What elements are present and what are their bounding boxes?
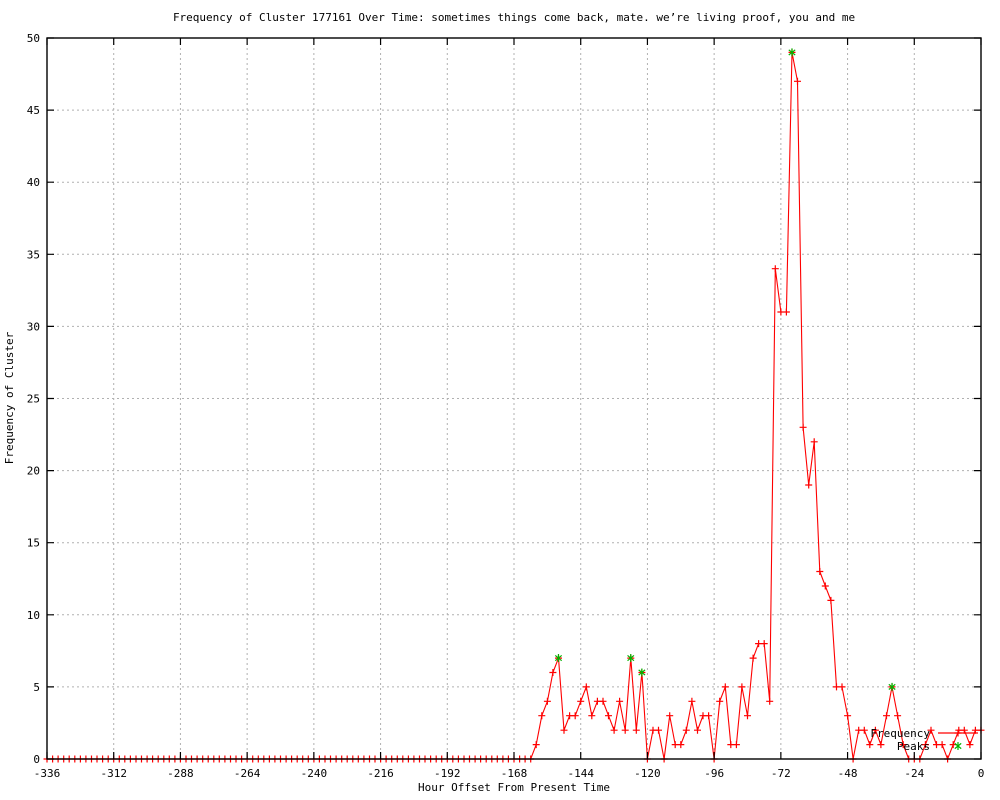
x-tick-label: -192 — [434, 767, 461, 780]
y-tick-label: 5 — [33, 681, 40, 694]
y-tick-label: 50 — [27, 32, 40, 45]
x-tick-label: -312 — [100, 767, 127, 780]
legend-label-frequency: Frequency — [870, 727, 930, 740]
legend-sample-peaks-marker — [954, 742, 962, 750]
chart-title: Frequency of Cluster 177161 Over Time: s… — [173, 11, 855, 24]
frequency-point-markers — [43, 48, 985, 763]
legend: Frequency Peaks — [870, 727, 930, 753]
x-tick-label: -48 — [838, 767, 858, 780]
legend-sample-frequency-marker — [954, 729, 962, 737]
grid-lines — [46, 37, 982, 760]
y-tick-label: 10 — [27, 609, 40, 622]
y-tick-label: 15 — [27, 537, 40, 550]
x-tick-label: -24 — [904, 767, 924, 780]
x-tick-label: -288 — [167, 767, 194, 780]
x-tick-label: -216 — [367, 767, 394, 780]
x-tick-label: -168 — [501, 767, 528, 780]
x-tick-label: -240 — [301, 767, 328, 780]
y-tick-label: 45 — [27, 104, 40, 117]
peak-markers — [554, 48, 896, 691]
chart-text-overlay: Frequency of Cluster 177161 Over Time: s… — [3, 11, 984, 794]
x-tick-label: -96 — [704, 767, 724, 780]
x-tick-label: -72 — [771, 767, 791, 780]
x-tick-label: -144 — [567, 767, 594, 780]
x-tick-label: -264 — [234, 767, 261, 780]
x-tick-label: -336 — [34, 767, 61, 780]
axis-ticks — [46, 37, 982, 760]
legend-label-peaks: Peaks — [897, 740, 930, 753]
y-tick-label: 20 — [27, 465, 40, 478]
y-axis-label: Frequency of Cluster — [3, 331, 16, 464]
y-tick-label: 0 — [33, 753, 40, 766]
y-tick-label: 35 — [27, 248, 40, 261]
y-tick-label: 30 — [27, 320, 40, 333]
x-tick-label: -120 — [634, 767, 661, 780]
x-axis-label: Hour Offset From Present Time — [418, 781, 610, 794]
y-tick-label: 40 — [27, 176, 40, 189]
x-tick-label: 0 — [978, 767, 985, 780]
y-tick-label: 25 — [27, 393, 40, 406]
